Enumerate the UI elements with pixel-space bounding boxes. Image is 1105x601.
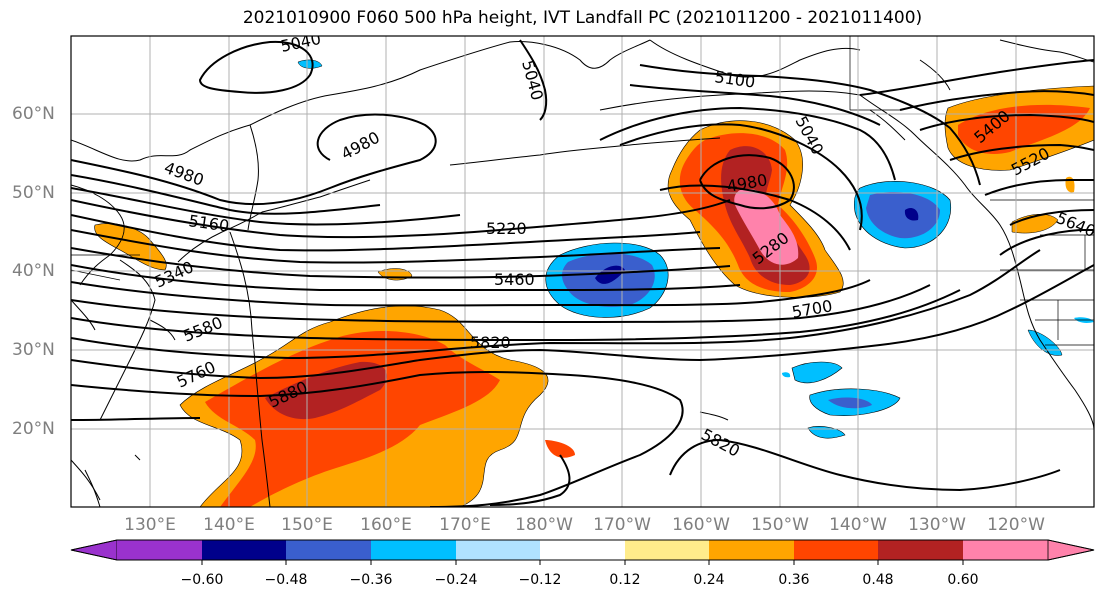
colorbar-tick-label: −0.60 [180,572,224,588]
colorbar-tick-label: 0.60 [947,572,979,588]
colorbar-tick-label: 0.36 [778,572,810,588]
colorbar-segment [963,540,1048,560]
colorbar-tick-label: −0.36 [349,572,393,588]
colorbar-segment [878,540,963,560]
lon-label: 180°W [515,515,573,535]
contour-label: 5820 [470,333,511,352]
negative-anomaly-central-pacific [545,242,669,318]
colorbar-segment [202,540,286,560]
lat-label: 50°N [12,183,55,203]
lon-label: 130°E [124,515,176,535]
lat-label: 20°N [12,419,55,439]
lon-label: 130°W [908,515,966,535]
colorbar-segment [794,540,878,560]
lon-label: 120°W [987,515,1045,535]
colorbar-tick-label: −0.12 [518,572,562,588]
contour-label: 5220 [486,219,527,238]
colorbar-segments [70,539,1095,561]
colorbar-segment [286,540,371,560]
lon-label: 160°W [672,515,730,535]
colorbar-tick-label: 0.12 [609,572,641,588]
lat-label: 40°N [12,261,55,281]
positive-anomaly-northeast-pacific [667,85,1094,298]
lon-label: 140°W [829,515,887,535]
lon-label: 150°E [281,515,333,535]
colorbar-segment [371,540,456,560]
colorbar-tick-label: 0.24 [693,572,725,588]
lat-label: 30°N [12,340,55,360]
colorbar-extend-low [70,539,118,561]
height-contours [71,39,1094,507]
colorbar-segment [117,540,202,560]
lon-label: 140°E [203,515,255,535]
lat-label: 60°N [12,104,55,124]
lon-label: 170°E [439,515,491,535]
colorbar-tick-label: 0.48 [862,572,894,588]
colorbar-tick-label: −0.48 [264,572,308,588]
negative-anomaly-gulf-of-alaska [853,181,952,249]
negative-anomaly-subtropical [297,59,1094,439]
map-frame [70,35,1095,508]
lon-label: 150°W [751,515,809,535]
colorbar-segment [625,540,709,560]
colorbar-extend-high [1047,539,1095,561]
lon-label: 160°E [360,515,412,535]
island-chains [84,137,729,507]
colorbar-segment [540,540,625,560]
lon-label: 170°W [593,515,651,535]
graticule [71,36,1094,507]
map-title: 2021010900 F060 500 hPa height, IVT Land… [242,8,923,28]
colorbar-segment [709,540,794,560]
contour-label: 5460 [494,270,535,289]
colorbar-tick-label: −0.24 [434,572,478,588]
colorbar-segment [456,540,540,560]
colorbar-outline [70,539,1095,561]
